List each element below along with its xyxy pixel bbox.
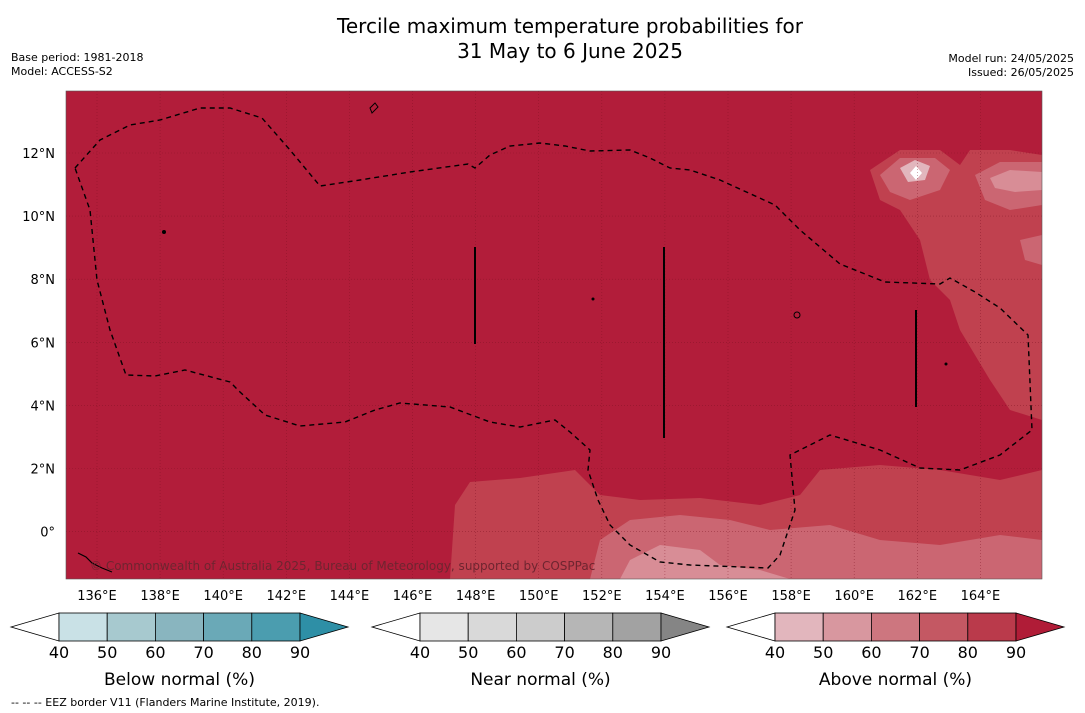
title-line-1: Tercile maximum temperature probabilitie… bbox=[337, 14, 803, 38]
title-line-2: 31 May to 6 June 2025 bbox=[457, 39, 683, 63]
colorbar-tick-label: 70 bbox=[909, 643, 929, 662]
meta-right: Model run: 24/05/2025 Issued: 26/05/2025 bbox=[948, 52, 1074, 80]
base-period: Base period: 1981-2018 bbox=[11, 51, 144, 64]
colorbar-tick-label: 50 bbox=[97, 643, 117, 662]
longitude-tick-label: 144°E bbox=[330, 589, 370, 604]
island-outline bbox=[369, 102, 379, 114]
probability-contour-50-60 bbox=[990, 170, 1042, 192]
probability-contour-50-60 bbox=[620, 545, 790, 579]
colorbar-extend-low bbox=[370, 612, 421, 642]
latitude-tick-label: 4°N bbox=[31, 399, 56, 414]
colorbar-extend-low bbox=[725, 612, 776, 642]
map-panel bbox=[66, 91, 1042, 579]
latitude-tick-label: 0° bbox=[40, 526, 55, 541]
meta-left: Base period: 1981-2018 Model: ACCESS-S2 bbox=[11, 51, 143, 79]
colorbar-segment bbox=[564, 612, 614, 642]
colorbar-tick-label: 50 bbox=[813, 643, 833, 662]
map-title: Tercile maximum temperature probabilitie… bbox=[0, 14, 1085, 64]
colorbar-title: Above normal (%) bbox=[819, 670, 972, 690]
longitude-axis: 136°E 138°E 140°E 142°E 144°E 146°E 148°E 150°E… bbox=[77, 589, 1000, 604]
island-outline bbox=[944, 362, 948, 366]
probability-contour-70-80 bbox=[870, 150, 1042, 420]
colorbar-tick-label: 80 bbox=[603, 643, 623, 662]
latitude-tick-label: 10°N bbox=[22, 210, 55, 225]
longitude-tick-label: 154°E bbox=[645, 589, 685, 604]
longitude-tick-label: 164°E bbox=[961, 589, 1001, 604]
colorbar-segment bbox=[251, 612, 301, 642]
longitude-tick-label: 160°E bbox=[834, 589, 874, 604]
colorbar-segment bbox=[612, 612, 662, 642]
colorbar-tick-label: 40 bbox=[410, 643, 430, 662]
colorbar-segment bbox=[967, 612, 1017, 642]
colorbar-segment bbox=[419, 612, 469, 642]
colorbar-extend-high bbox=[1015, 612, 1066, 642]
longitude-tick-label: 138°E bbox=[140, 589, 180, 604]
colorbar-tick-label: 70 bbox=[193, 643, 213, 662]
colorbar-segment bbox=[467, 612, 517, 642]
colorbar-segment bbox=[774, 612, 824, 642]
longitude-tick-label: 148°E bbox=[456, 589, 496, 604]
colorbar-0: 40 50 60 70 80 90 Below normal (%) bbox=[9, 612, 350, 690]
longitude-tick-label: 158°E bbox=[771, 589, 811, 604]
longitude-tick-label: 146°E bbox=[393, 589, 433, 604]
colorbar-extend-high bbox=[299, 612, 350, 642]
island-outline bbox=[591, 297, 595, 301]
colorbar-segment bbox=[58, 612, 108, 642]
map-frame bbox=[65, 90, 1043, 580]
colorbar-1: 40 50 60 70 80 90 Near normal (%) bbox=[370, 612, 711, 690]
colorbar-tick-label: 50 bbox=[458, 643, 478, 662]
colorbar-tick-label: 90 bbox=[651, 643, 671, 662]
colorbar-tick-label: 40 bbox=[49, 643, 69, 662]
longitude-tick-label: 156°E bbox=[708, 589, 748, 604]
colorbar-segment bbox=[516, 612, 566, 642]
colorbar-segment bbox=[919, 612, 969, 642]
longitude-tick-label: 150°E bbox=[519, 589, 559, 604]
colorbar-segment bbox=[871, 612, 921, 642]
longitude-tick-label: 152°E bbox=[582, 589, 622, 604]
colorbar-tick-label: 80 bbox=[958, 643, 978, 662]
colorbar-segment bbox=[203, 612, 253, 642]
colorbar-tick-label: 70 bbox=[554, 643, 574, 662]
colorbar-segment bbox=[822, 612, 872, 642]
latitude-tick-label: 2°N bbox=[31, 463, 56, 478]
colorbar-extend-low bbox=[9, 612, 60, 642]
colorbar-title: Near normal (%) bbox=[470, 670, 610, 690]
colorbar-extend-high bbox=[660, 612, 711, 642]
longitude-tick-label: 142°E bbox=[267, 589, 307, 604]
colorbar-segment bbox=[106, 612, 156, 642]
island-outline bbox=[162, 230, 166, 234]
eez-footnote: -- -- -- EEZ border V11 (Flanders Marine… bbox=[11, 696, 319, 709]
latitude-axis: 12°N 10°N 8°N 6°N 4°N 2°N 0° bbox=[22, 147, 55, 541]
colorbar-tick-label: 60 bbox=[145, 643, 165, 662]
colorbar-tick-label: 90 bbox=[1006, 643, 1026, 662]
colorbar-tick-label: 40 bbox=[765, 643, 785, 662]
island-outline bbox=[77, 552, 113, 573]
colorbar-tick-label: 90 bbox=[290, 643, 310, 662]
colorbar-tick-label: 60 bbox=[506, 643, 526, 662]
probability-contour-60-70 bbox=[1020, 235, 1042, 265]
latitude-tick-label: 8°N bbox=[31, 273, 56, 288]
colorbar-tick-label: 60 bbox=[861, 643, 881, 662]
colorbar-title: Below normal (%) bbox=[104, 670, 255, 690]
colorbar-legends: 40 50 60 70 80 90 Below normal (%) 40 50 60 70 80 90… bbox=[9, 612, 1066, 690]
longitude-tick-label: 140°E bbox=[203, 589, 243, 604]
longitude-tick-label: 136°E bbox=[77, 589, 117, 604]
colorbar-tick-label: 80 bbox=[242, 643, 262, 662]
model-run: Model run: 24/05/2025 bbox=[948, 52, 1074, 65]
colorbar-segment bbox=[154, 612, 204, 642]
model-name: Model: ACCESS-S2 bbox=[11, 65, 113, 78]
copyright-text: © Commonwealth of Australia 2025, Bureau… bbox=[90, 559, 595, 573]
latitude-tick-label: 6°N bbox=[31, 336, 56, 351]
longitude-tick-label: 162°E bbox=[898, 589, 938, 604]
colorbar-2: 40 50 60 70 80 90 Above normal (%) bbox=[725, 612, 1066, 690]
island-outline bbox=[793, 311, 801, 319]
issued-date: Issued: 26/05/2025 bbox=[967, 66, 1074, 79]
latitude-tick-label: 12°N bbox=[22, 147, 55, 162]
probability-contour-white bbox=[910, 166, 922, 180]
